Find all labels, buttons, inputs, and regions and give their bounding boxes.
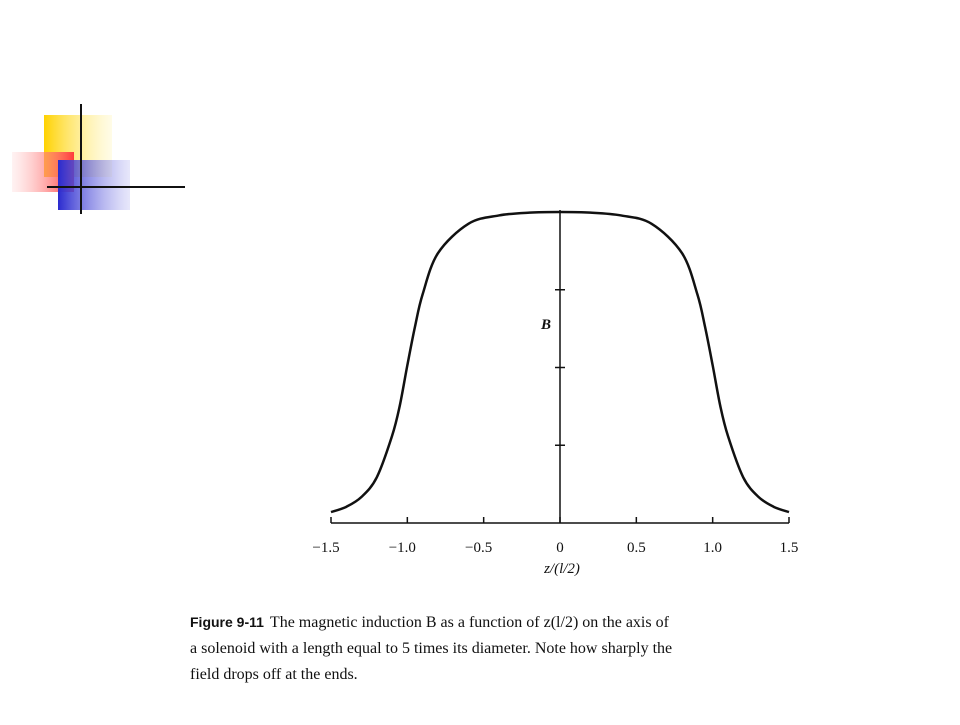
- slide-decoration: [12, 104, 185, 214]
- caption-text: The magnetic induction B as a function o…: [270, 614, 670, 631]
- x-tick-label: −1.5: [312, 540, 339, 556]
- x-tick-label: 1.5: [780, 540, 799, 556]
- caption-line: field drops off at the ends.: [190, 666, 358, 683]
- x-tick-label: −1.0: [389, 540, 416, 556]
- caption-line: a solenoid with a length equal to 5 time…: [190, 640, 672, 657]
- x-tick-label: −0.5: [465, 540, 492, 556]
- x-tick-label: 1.0: [703, 540, 722, 556]
- x-axis-label: z/(l/2): [543, 561, 580, 577]
- x-tick-label: 0.5: [627, 540, 646, 556]
- plot: −1.5 −1.0 −0.5 0 0.5 1.0 1.5: [312, 210, 798, 556]
- y-axis-label: B: [540, 317, 551, 333]
- caption-label: Figure 9-11: [190, 614, 264, 630]
- data-line: [330, 210, 790, 514]
- x-tick-label: 0: [556, 540, 564, 556]
- caption: Figure 9-11 The magnetic induction B as a…: [190, 614, 672, 683]
- caption-line: Figure 9-11 The magnetic induction B as a…: [190, 614, 670, 631]
